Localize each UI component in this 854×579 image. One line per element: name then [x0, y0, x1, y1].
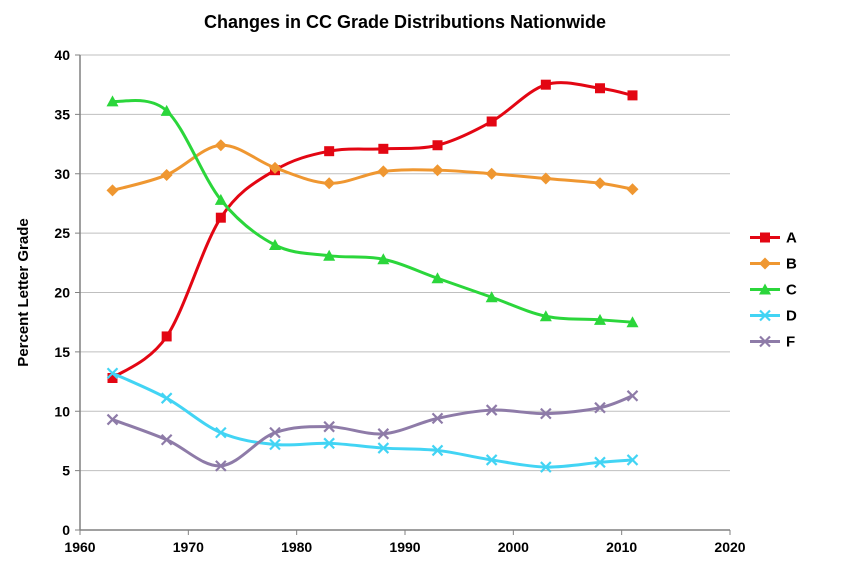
legend-label-d: D	[786, 308, 797, 325]
y-tick-label: 0	[62, 522, 70, 538]
x-tick-label: 2010	[606, 539, 637, 555]
y-tick-label: 40	[54, 47, 70, 63]
x-tick-label: 1990	[389, 539, 420, 555]
x-tick-label: 2020	[714, 539, 745, 555]
y-tick-label: 35	[54, 106, 70, 122]
x-tick-label: 1960	[64, 539, 95, 555]
chart-svg: 0 5 10 15 20 25 30 35 40 1960 1970 1980 1990 2000 2010…	[0, 0, 854, 579]
y-tick-label: 30	[54, 166, 70, 182]
chart-title: Changes in CC Grade Distributions Nation…	[204, 12, 606, 32]
x-tick-label: 2000	[498, 539, 529, 555]
legend-label-c: C	[786, 282, 797, 299]
legend-label-b: B	[786, 256, 797, 273]
x-tick-label: 1970	[173, 539, 204, 555]
y-tick-label: 25	[54, 225, 70, 241]
legend-label-a: A	[786, 230, 797, 247]
chart-container: 0 5 10 15 20 25 30 35 40 1960 1970 1980 1990 2000 2010…	[0, 0, 854, 579]
y-tick-label: 10	[54, 403, 70, 419]
y-axis-label: Percent Letter Grade	[15, 218, 32, 366]
y-tick-label: 15	[54, 344, 70, 360]
y-tick-label: 20	[54, 285, 70, 301]
y-tick-label: 5	[62, 463, 70, 479]
x-tick-label: 1980	[281, 539, 312, 555]
legend-label-f: F	[786, 334, 795, 351]
